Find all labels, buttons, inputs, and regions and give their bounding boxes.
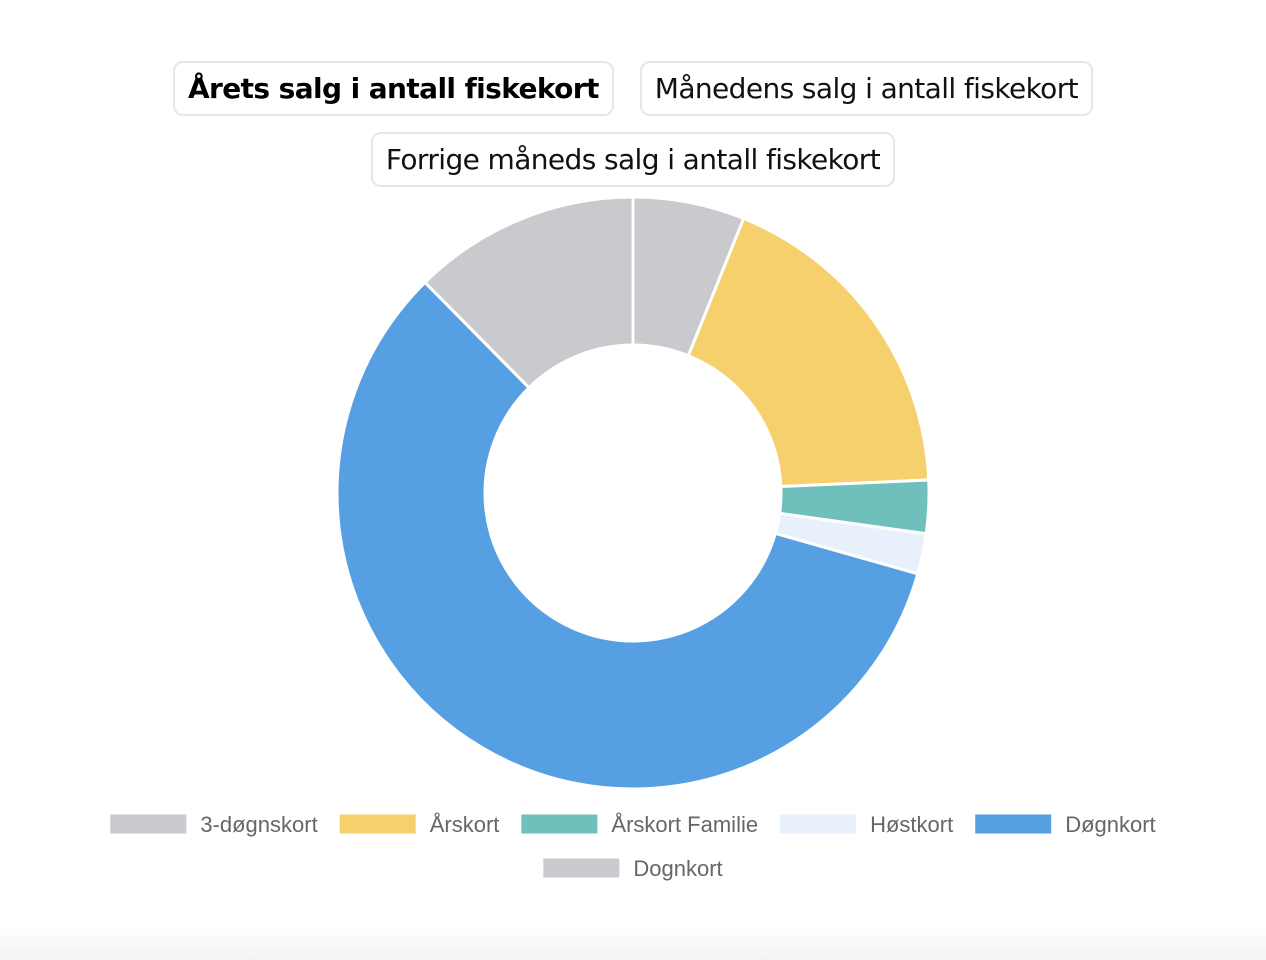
legend-label-4[interactable]: Høstkort xyxy=(870,812,953,837)
tab-row-top: Årets salg i antall fiskekort Månedens s… xyxy=(0,61,1266,116)
chart-legend: 3-døgnskort Årskort Årskort Familie Høstkor… xyxy=(110,812,1156,881)
slice-6[interactable] xyxy=(422,195,635,390)
legend-label-1[interactable]: 3-døgnskort xyxy=(200,812,317,837)
chart-slices xyxy=(335,195,931,791)
tab-row-bottom: Forrige måneds salg i antall fiskekort xyxy=(0,132,1266,187)
legend-label-3[interactable]: Årskort Familie xyxy=(611,812,758,837)
legend-label-6[interactable]: Dognkort xyxy=(633,856,722,881)
legend-swatch-3[interactable] xyxy=(521,814,598,834)
legend-label-5[interactable]: Døgnkort xyxy=(1065,812,1155,837)
slice-2[interactable] xyxy=(686,216,931,489)
legend-swatch-4[interactable] xyxy=(780,814,857,834)
tab-previous-month-sales[interactable]: Forrige måneds salg i antall fiskekort xyxy=(370,132,896,187)
legend-label-2[interactable]: Årskort xyxy=(430,812,500,837)
slice-5[interactable] xyxy=(335,280,920,791)
legend-swatch-5[interactable] xyxy=(975,814,1052,834)
legend-swatch-2[interactable] xyxy=(339,814,416,834)
legend-swatch-1[interactable] xyxy=(110,814,187,834)
tab-month-sales[interactable]: Månedens salg i antall fiskekort xyxy=(639,61,1094,116)
legend-swatch-6[interactable] xyxy=(543,858,620,878)
tab-year-sales[interactable]: Årets salg i antall fiskekort xyxy=(172,61,614,116)
